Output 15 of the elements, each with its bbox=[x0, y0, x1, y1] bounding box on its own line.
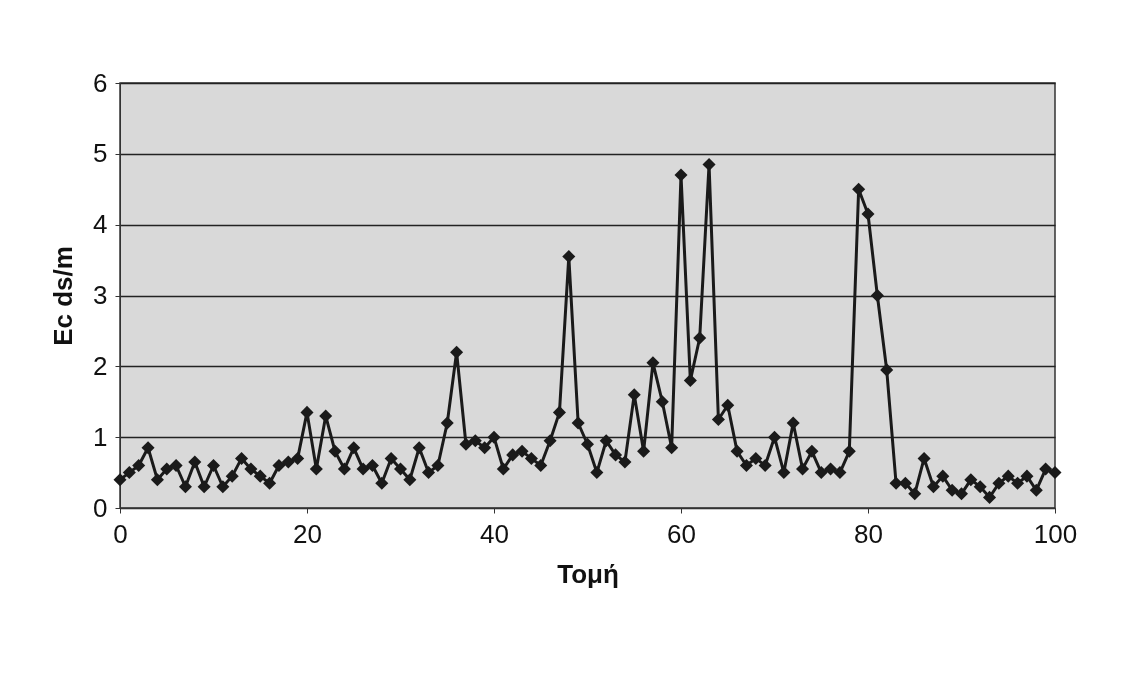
y-tick-label: 1 bbox=[93, 421, 108, 452]
y-tick-label: 6 bbox=[93, 67, 108, 98]
y-tick-label: 5 bbox=[93, 138, 108, 169]
y-tick-label: 0 bbox=[93, 492, 108, 523]
y-tick-label: 4 bbox=[93, 209, 108, 240]
x-tick-label: 0 bbox=[113, 518, 128, 549]
x-tick-label: 40 bbox=[480, 518, 509, 549]
x-axis-title: Τομή bbox=[557, 558, 619, 589]
y-tick-label: 3 bbox=[93, 280, 108, 310]
x-tick-label: 60 bbox=[667, 518, 696, 549]
y-tick-label: 2 bbox=[93, 350, 108, 381]
x-tick-label: 20 bbox=[293, 518, 322, 549]
x-tick-label: 80 bbox=[854, 518, 883, 549]
x-tick-label: 100 bbox=[1033, 518, 1078, 549]
y-axis-title: Ec ds/m bbox=[48, 246, 79, 346]
